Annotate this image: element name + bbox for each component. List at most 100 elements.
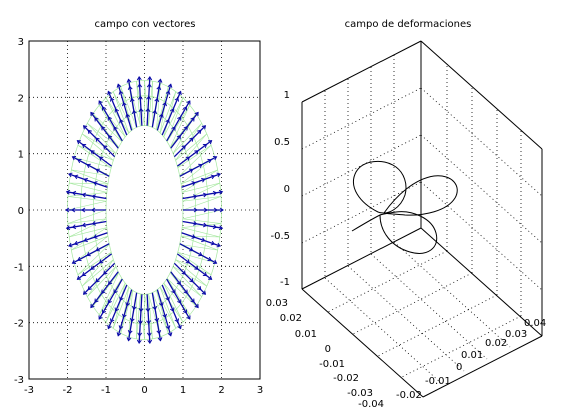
vector-arrowhead [83,177,88,183]
vector-arrowhead [86,163,91,169]
mesh-edge [67,196,107,202]
vector-arrowhead [203,207,208,213]
vector-arrowhead [71,155,77,161]
mesh-edge [67,218,107,224]
vector-arrowhead [177,90,182,96]
right-y-tick-label: 0 [456,362,462,373]
vector-arrowhead [94,298,99,303]
left-y-tick-label: 2 [18,93,24,104]
vector-arrowhead [202,271,208,277]
vector-arrowhead [212,224,218,230]
mesh-edge [120,287,130,334]
mesh-edge [182,182,220,193]
vector-arrowhead [146,95,152,100]
mesh-edge [169,272,197,307]
mesh-edge [69,182,107,193]
right-z-tick-label: -0.5 [270,231,290,242]
vector-arrowhead [86,251,91,257]
vector-arrowhead [212,190,218,196]
mesh-edge [159,91,177,133]
mesh-edge [105,283,126,323]
vector-arrowhead [81,143,87,149]
vector-arrowhead [122,101,127,107]
mesh-edge [92,272,120,307]
vector-arrowhead [190,117,195,122]
mesh-edge [152,292,169,334]
mesh-edge [169,113,197,148]
left-plot-vectors [65,75,224,345]
left-x-tick-label: 0 [141,385,147,396]
right-y-tick-label: 0.02 [485,338,507,349]
mesh-edge [69,182,108,185]
mesh-edge [156,83,161,130]
vector-field-plot: campo con vectores -3 -2 -1 0 1 2 3 3 2 … [14,19,263,396]
vector-arrowhead [95,137,100,142]
vector-arrowhead [191,234,196,239]
vector-arrowhead [71,224,77,230]
vector-arrowhead [156,329,162,335]
vector-arrowhead [152,306,158,311]
vector-arrowhead [95,278,100,283]
vector-arrowhead [116,83,122,88]
left-y-tick-label: 0 [18,206,24,217]
left-y-tick-label: -2 [14,319,24,330]
vector-arrowhead [157,78,163,83]
vector-arrowhead [212,155,218,161]
vector-arrowhead [177,299,182,304]
vector-arrowhead [193,194,198,199]
vector-arrowhead [193,207,198,213]
mesh-edge [87,123,117,154]
vector-arrowhead [171,289,176,294]
vector-arrowhead [183,126,188,131]
vector-arrowhead [218,189,224,195]
mesh-edge [69,218,107,238]
right-x-tick-label: 0.02 [280,313,302,324]
vector-arrowhead [177,116,182,121]
mesh-edge [163,283,184,323]
right-x-tick-label: 0.03 [266,298,288,309]
vector-arrowhead [182,106,188,111]
vector-arrowhead [90,111,95,117]
vector-arrowhead [81,192,87,198]
mesh-edge [105,278,123,323]
vector-arrowhead [107,299,112,304]
vector-arrowhead [169,108,175,113]
vector-arrowhead [91,207,96,213]
vector-arrowhead [118,90,124,95]
mesh-edge [163,91,177,137]
mesh-edge [87,266,117,297]
mesh-edge [148,81,153,126]
vector-arrowhead [83,237,88,243]
mesh-edge [98,278,123,316]
vector-arrowhead [91,221,96,226]
vector-arrowhead [171,126,176,131]
vector-arrowhead [219,207,224,213]
vector-arrowhead [107,324,112,330]
vector-arrowhead [154,317,160,323]
vector-arrowhead [71,190,77,196]
mesh-edge [98,104,123,142]
mesh-edge [177,144,212,169]
vector-arrowhead [207,275,213,280]
vector-arrowhead [197,285,202,291]
vector-arrowhead [98,100,103,105]
vector-arrowhead [114,307,120,312]
mesh-edge [69,227,107,238]
mesh-edge [181,235,220,238]
vector-arrowhead [201,290,207,295]
mesh-edge [163,97,184,137]
vector-arrowhead [65,189,71,195]
mesh-edge [73,235,109,263]
right-y-tick-label: 0.03 [505,329,527,340]
mesh-edge [112,283,126,329]
vector-arrowhead [194,111,199,117]
mesh-edge [67,192,107,197]
mesh-edge [136,294,141,339]
mesh-edge [169,105,191,148]
vector-arrowhead [207,256,212,262]
vector-arrowhead [136,75,142,81]
vector-arrowhead [90,265,95,270]
right-x-tick-label: -0.04 [358,399,384,410]
vector-arrowhead [182,309,188,314]
